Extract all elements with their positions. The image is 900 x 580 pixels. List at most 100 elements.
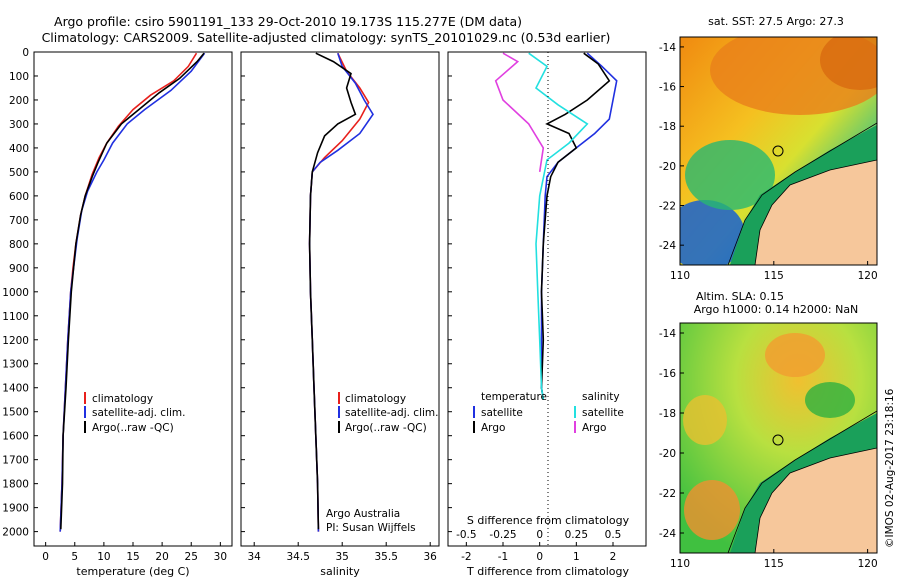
sla-low-patch [805,382,855,418]
map-y-tick-label: -14 [659,42,676,54]
map-y-tick-label: -20 [659,448,676,460]
sla-map-frame [679,322,878,554]
map-y-tick-label: -24 [659,528,676,540]
y-tick-label: 1100 [2,311,29,323]
y-tick-label: 500 [9,167,29,179]
y-tick-label: 1800 [2,479,29,491]
salinity-panel-frame [240,51,440,547]
sst-coastline [754,159,877,265]
map-x-tick-label: 110 [670,270,690,282]
y-tick-label: 1500 [2,407,29,419]
x-tick-label: 36 [424,551,438,563]
sla-shelf [730,413,877,553]
x-tick-label: 25 [185,551,198,563]
legend-label-climatology: climatology [92,393,153,405]
legend-label-salinity-satellite: satellite [582,407,624,419]
y-tick-label: 1600 [2,431,29,443]
y-tick-label: 2000 [2,527,29,539]
series-line-climatology [59,52,198,532]
y-tick-label: 1200 [2,335,29,347]
series-line-satellite-adj-clim- [59,52,206,532]
sst-map-title: sat. SST: 27.5 Argo: 27.3 [708,15,844,28]
legend-label-temperature-argo: Argo [481,422,505,434]
sst-map-frame [679,36,878,266]
legend-label-argo: Argo(..raw -QC) [92,422,174,434]
map-y-tick-label: -16 [659,82,676,94]
sla-isobath [727,410,877,553]
x-tick-label: 0 [42,551,49,563]
series-line-temperature-argo [540,52,611,400]
legend-title-salinity: salinity [582,391,620,403]
difference-xlabel: T difference from climatology [466,565,629,578]
legend-label-temperature-satellite: satellite [481,407,523,419]
map-y-tick-label: -14 [659,328,676,340]
map-x-tick-label: 115 [764,558,784,570]
difference-legend: temperature salinity satellite Argo sate… [473,391,624,434]
map-x-tick-label: 110 [670,558,690,570]
annotation-argo-australia: Argo Australia [326,508,400,520]
legend-label-satellite: satellite-adj. clim. [345,407,438,419]
sst-warm-patch [820,37,877,90]
side-stamp: ©IMOS 02-Aug-2017 23:18:16 [884,388,896,548]
sst-isobath [727,122,877,265]
y-tick-label: 0 [22,47,29,59]
y-tick-label: 300 [9,119,29,131]
y-tick-label: 800 [9,239,29,251]
x-top-tick-label: -0.5 [456,529,477,541]
series-line-salinity-argo [494,52,545,173]
map-y-tick-label: -22 [659,488,676,500]
sla-high-patch [684,480,740,540]
x-tick-label: 30 [214,551,227,563]
series-line-argo-raw-qc- [60,52,205,530]
x-tick-label: 34.5 [287,551,310,563]
x-top-tick-label: 0.5 [605,529,622,541]
sla-map-title-line2: Argo h1000: 0.14 h2000: NaN [694,303,859,316]
sla-map-title-line1: Altim. SLA: 0.15 [696,290,784,303]
sst-shelf [730,125,877,265]
map-y-tick-label: -24 [659,240,676,252]
header-line1: Argo profile: csiro 5901191_133 29-Oct-2… [54,14,522,29]
temperature-panel-frame [33,51,233,547]
map-x-tick-label: 120 [858,270,878,282]
map-x-tick-label: 115 [764,270,784,282]
y-tick-label: 900 [9,263,29,275]
sst-green-patch [685,140,775,210]
annotation-pi: PI: Susan Wijffels [326,522,416,534]
map-x-tick-label: 120 [858,558,878,570]
x-tick-label: 35.5 [375,551,398,563]
x-tick-label: 5 [71,551,78,563]
map-y-tick-label: -16 [659,368,676,380]
map-y-tick-label: -20 [659,161,676,173]
x-tick-label: 35 [336,551,349,563]
x-top-tick-label: 0.25 [565,529,588,541]
map-y-tick-label: -18 [659,408,676,420]
y-tick-label: 100 [9,71,29,83]
series-line-argo-raw-qc- [308,52,357,530]
legend-title-temperature: temperature [481,391,547,403]
x-tick-label: 20 [155,551,168,563]
argo-float-marker [772,145,784,157]
sla-high-patch [683,395,727,445]
salinity-legend: climatology satellite-adj. clim. Argo(..… [326,392,438,534]
y-tick-label: 1000 [2,287,29,299]
x-top-tick-label: -0.25 [489,529,516,541]
x-tick-label: 1 [573,551,580,563]
sla-map [680,323,877,553]
x-tick-label: 2 [610,551,617,563]
temperature-legend: climatology satellite-adj. clim. Argo(..… [84,392,185,434]
map-y-tick-label: -22 [659,201,676,213]
y-tick-label: 1400 [2,383,29,395]
series-line-salinity-satellite [528,52,589,400]
sla-land [755,448,877,553]
x-tick-label: -1 [498,551,508,563]
legend-label-climatology: climatology [345,393,406,405]
y-tick-label: 700 [9,215,29,227]
y-tick-label: 1300 [2,359,29,371]
difference-xlabel-top: S difference from climatology [467,514,630,527]
y-tick-label: 600 [9,191,29,203]
argo-float-marker [772,434,784,446]
y-tick-label: 200 [9,95,29,107]
x-tick-label: 10 [97,551,110,563]
sla-coastline [754,447,877,553]
